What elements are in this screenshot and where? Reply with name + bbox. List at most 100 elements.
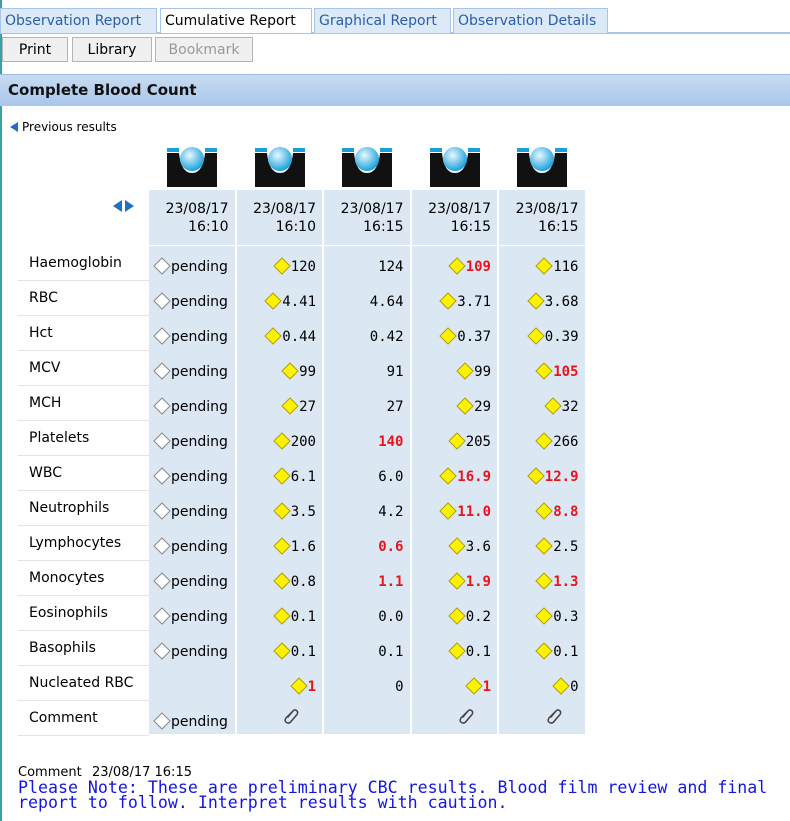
- row-label: MCH: [18, 386, 149, 421]
- result-value: 27: [386, 399, 404, 415]
- column-date: 23/08/17: [340, 201, 404, 217]
- result-value: 0.1: [553, 644, 579, 660]
- tab[interactable]: Graphical Report: [314, 8, 451, 33]
- flag-diamond: [272, 502, 291, 520]
- flag-diamond: [264, 292, 282, 310]
- result-value: 3.71: [457, 294, 491, 310]
- result-cell: 3.5: [237, 491, 323, 524]
- flag-diamond: [281, 362, 299, 380]
- column-nav-arrows[interactable]: [112, 200, 136, 212]
- toolbar-button[interactable]: Library: [72, 37, 152, 62]
- result-cell[interactable]: [499, 701, 585, 734]
- lab-logo: [254, 147, 305, 187]
- result-cell[interactable]: [412, 701, 498, 734]
- result-cell: 29: [412, 386, 498, 419]
- flag-diamond: [153, 572, 171, 590]
- result-value: 1.1: [378, 574, 404, 590]
- previous-results-link[interactable]: Previous results: [22, 120, 117, 134]
- column-date: 23/08/17: [515, 201, 579, 217]
- pending-status: pending: [171, 714, 228, 730]
- result-cell: 0.8: [237, 561, 323, 594]
- flag-diamond: [153, 327, 171, 345]
- flag-diamond: [456, 397, 474, 415]
- flag-diamond: [153, 362, 171, 380]
- result-value: 16.9: [457, 469, 491, 485]
- attachment-clip[interactable]: [281, 706, 301, 726]
- flag-diamond: [153, 642, 171, 660]
- toolbar-button[interactable]: Print: [2, 37, 68, 62]
- result-cell: 6.1: [237, 456, 323, 489]
- flag-diamond: [543, 397, 562, 415]
- attachment-clip[interactable]: [456, 706, 476, 726]
- result-value: 0: [395, 679, 404, 695]
- result-value: 6.0: [378, 469, 404, 485]
- result-cell: 1: [412, 666, 498, 699]
- tab[interactable]: Observation Details: [453, 8, 608, 33]
- flag-diamond: [272, 432, 291, 450]
- row-label: WBC: [18, 456, 149, 491]
- flag-diamond: [552, 677, 570, 695]
- result-value: 200: [290, 434, 316, 450]
- lab-logo: [517, 147, 567, 187]
- result-value: 0.1: [290, 644, 316, 660]
- result-cell: pending: [149, 246, 235, 279]
- result-value: 99: [299, 364, 316, 380]
- result-cell: 105: [499, 351, 585, 384]
- flag-diamond: [264, 327, 282, 345]
- pending-status: pending: [171, 609, 228, 625]
- column-body: [324, 246, 410, 734]
- result-cell: 1.6: [237, 526, 323, 559]
- result-value: 1.6: [290, 539, 316, 555]
- flag-diamond: [153, 537, 171, 555]
- result-cell: pending: [149, 491, 235, 524]
- flag-diamond: [439, 467, 457, 485]
- flag-diamond: [535, 432, 553, 450]
- result-value: 0.8: [290, 574, 316, 590]
- result-cell: 0.42: [324, 316, 410, 349]
- result-value: 91: [386, 364, 404, 380]
- result-cell: pending: [149, 281, 235, 314]
- result-cell: 99: [237, 351, 323, 384]
- lab-logo: [167, 147, 217, 187]
- result-value: 99: [474, 364, 491, 380]
- result-value: 140: [378, 434, 404, 450]
- result-value: 0.1: [465, 644, 491, 660]
- tab[interactable]: Cumulative Report: [160, 8, 312, 33]
- result-value: 1.3: [553, 574, 579, 590]
- result-cell: 0.44: [237, 316, 323, 349]
- result-cell: 3.6: [412, 526, 498, 559]
- result-value: 6.1: [290, 469, 316, 485]
- result-cell: 27: [324, 386, 410, 419]
- result-value: 120: [290, 259, 316, 275]
- result-cell: 3.71: [412, 281, 498, 314]
- result-cell: 0.2: [412, 596, 498, 629]
- flag-diamond: [153, 292, 171, 310]
- result-value: 8.8: [553, 504, 579, 520]
- result-cell: pending: [149, 316, 235, 349]
- result-cell: 0.37: [412, 316, 498, 349]
- result-value: 0.2: [465, 609, 491, 625]
- result-value: 205: [465, 434, 491, 450]
- result-cell: 0: [324, 666, 410, 699]
- flag-diamond: [289, 677, 308, 695]
- result-cell: 116: [499, 246, 585, 279]
- flag-diamond: [281, 397, 299, 415]
- result-value: 0.1: [290, 609, 316, 625]
- attachment-clip[interactable]: [544, 706, 564, 726]
- toolbar-button: Bookmark: [155, 37, 253, 62]
- result-cell: 12.9: [499, 456, 585, 489]
- tab[interactable]: Observation Report: [0, 8, 157, 33]
- result-value: 12.9: [544, 469, 579, 485]
- pending-status: pending: [171, 574, 228, 590]
- result-cell: 1.1: [324, 561, 410, 594]
- flag-diamond: [272, 467, 291, 485]
- section-header: Complete Blood Count: [0, 74, 790, 106]
- flag-diamond: [153, 712, 171, 730]
- result-cell[interactable]: [237, 701, 323, 734]
- prev-arrow[interactable]: [9, 121, 19, 133]
- result-cell: 99: [412, 351, 498, 384]
- result-cell: 0.1: [237, 631, 323, 664]
- flag-diamond: [272, 257, 291, 275]
- row-label: Basophils: [18, 631, 149, 666]
